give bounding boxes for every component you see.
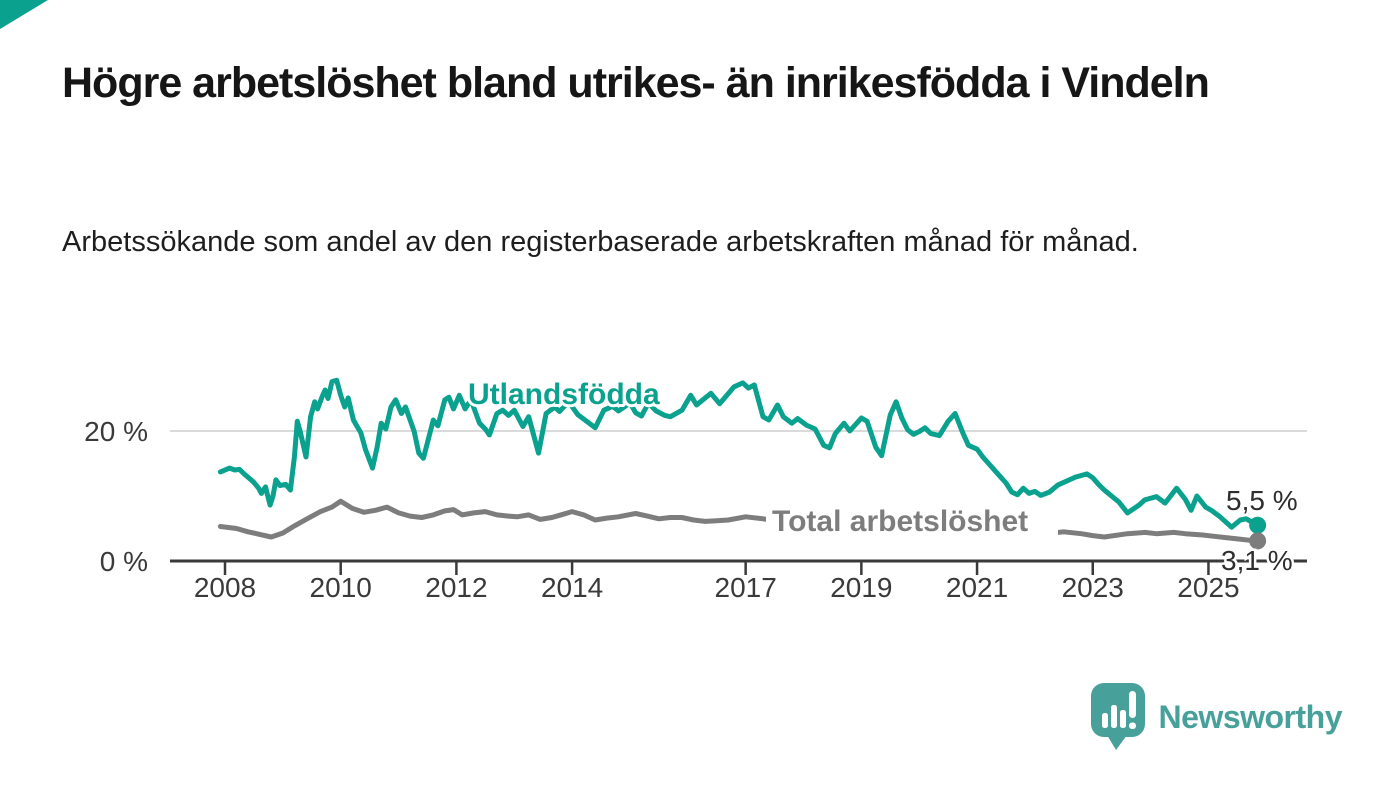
x-tick-label: 2012	[425, 572, 487, 603]
y-tick-label: 20 %	[84, 416, 148, 447]
newsworthy-logo-icon	[1090, 683, 1145, 750]
end-label-utlandsfodda: 5,5 %	[1226, 485, 1298, 516]
end-dot-total	[1249, 532, 1267, 550]
logo-bar-1	[1101, 713, 1108, 728]
x-tick-label: 2017	[715, 572, 777, 603]
series-label-utlandsfodda: Utlandsfödda	[468, 378, 660, 411]
logo-bar-3	[1119, 710, 1126, 728]
y-tick-label: 0 %	[100, 546, 148, 577]
logo-exclamation-bar	[1128, 691, 1136, 718]
chart-title: Högre arbetslöshet bland utrikes- än inr…	[62, 59, 1210, 107]
x-tick-label: 2010	[310, 572, 372, 603]
chart-layer: 0 % 20 % 2008 2010 2012 2014 2017 2019 2021 2023 2…	[84, 375, 1307, 603]
logo-bubble	[1090, 683, 1145, 737]
x-tick-label: 2019	[830, 572, 892, 603]
logo-bubble-tail	[1106, 735, 1127, 750]
x-tick-label: 2021	[946, 572, 1008, 603]
newsworthy-logo-text: Newsworthy	[1158, 699, 1343, 735]
newsworthy-logo: Newsworthy	[1090, 682, 1343, 752]
end-label-total: 3,1 %	[1221, 545, 1293, 576]
series-line-total	[217, 498, 1261, 544]
corner-accent-triangle	[0, 0, 48, 29]
chart-subtitle: Arbetssökande som andel av den registerb…	[62, 226, 1139, 258]
series-line-utlandsfodda	[217, 377, 1261, 530]
logo-bar-2	[1110, 705, 1117, 728]
total-label-backplate	[766, 505, 1058, 540]
x-tick-label: 2023	[1062, 572, 1124, 603]
logo-exclamation-dot	[1128, 722, 1136, 729]
x-tick-label: 2008	[194, 572, 256, 603]
series-label-total: Total arbetslöshet	[772, 505, 1028, 538]
x-tick-label: 2025	[1177, 572, 1239, 603]
end-dot-utlandsfodda	[1249, 516, 1267, 534]
x-tick-label: 2014	[541, 572, 603, 603]
